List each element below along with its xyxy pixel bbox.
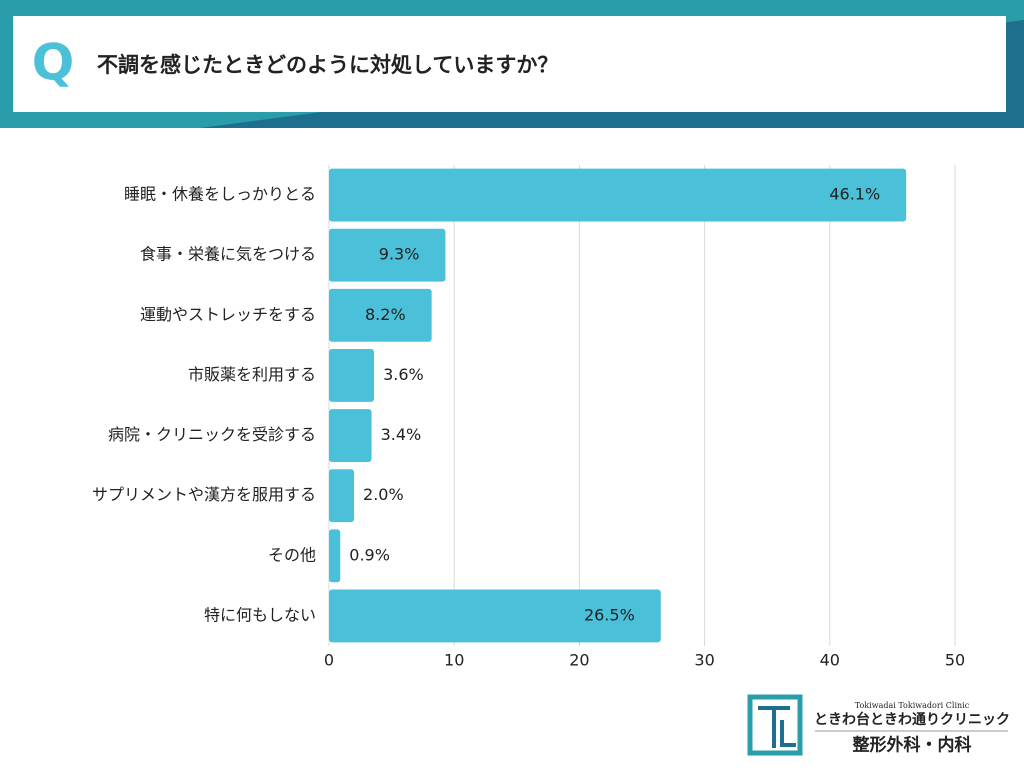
bar: [329, 469, 355, 523]
value-label: 3.4%: [381, 425, 422, 444]
bar: [329, 409, 372, 463]
x-tick-label: 40: [820, 651, 840, 670]
plot: 0 10 20 30 40 50 46.1% 睡眠・休養をしっかりとる 9.3% 食事・栄養に気を…: [92, 165, 965, 670]
value-label: 0.9%: [349, 545, 390, 564]
logo-departments: 整形外科・内科: [853, 735, 972, 756]
header-box: [13, 16, 1006, 112]
bar: [329, 348, 375, 402]
category-label: 特に何もしない: [204, 605, 316, 624]
value-label: 8.2%: [365, 305, 406, 324]
value-label: 3.6%: [383, 365, 424, 384]
category-label: 市販薬を利用する: [188, 365, 316, 384]
logo-letters: [758, 706, 796, 748]
value-label: 2.0%: [363, 485, 404, 504]
bar: [329, 589, 661, 643]
category-label: その他: [268, 545, 316, 564]
logo-icon: [747, 694, 803, 756]
category-label: 睡眠・休養をしっかりとる: [124, 185, 316, 204]
value-label: 26.5%: [584, 605, 635, 624]
chart-title: 不調を感じたときどのように対処していますか？: [97, 53, 558, 77]
x-tick-label: 10: [444, 651, 464, 670]
category-label: 運動やストレッチをする: [140, 305, 316, 324]
q-badge: Q: [32, 34, 75, 92]
bar: [329, 228, 446, 282]
bar: [329, 168, 907, 222]
category-label: 食事・栄養に気をつける: [140, 245, 316, 264]
bar: [329, 288, 432, 342]
x-tick-label: 0: [324, 651, 334, 670]
value-label: 46.1%: [829, 185, 880, 204]
x-tick-label: 30: [694, 651, 714, 670]
bar: [329, 529, 341, 583]
category-label: サプリメントや漢方を服用する: [92, 485, 316, 504]
logo-english: Tokiwadai Tokiwadori Clinic: [855, 701, 970, 710]
logo: Tokiwadai Tokiwadori Clinic ときわ台ときわ通りクリニ…: [747, 694, 1010, 756]
value-label: 9.3%: [379, 245, 420, 264]
logo-name: ときわ台ときわ通りクリニック: [814, 711, 1010, 728]
x-tick-label: 20: [569, 651, 589, 670]
category-label: 病院・クリニックを受診する: [108, 425, 316, 444]
x-tick-label: 50: [945, 651, 965, 670]
